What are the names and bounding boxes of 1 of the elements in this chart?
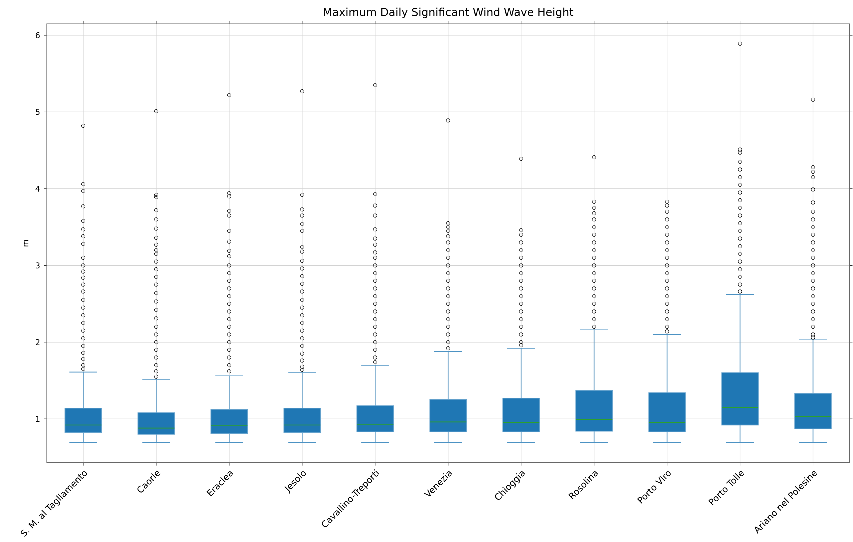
chart-title: Maximum Daily Significant Wind Wave Height <box>324 8 574 19</box>
